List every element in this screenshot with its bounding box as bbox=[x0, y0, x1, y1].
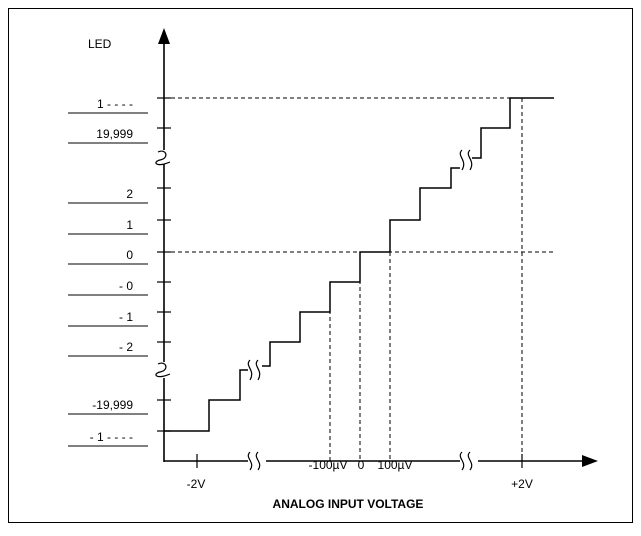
x-tick-label: -100µV bbox=[309, 458, 348, 472]
x-tick-label: -2V bbox=[187, 477, 206, 491]
x-axis-break-left bbox=[247, 451, 266, 471]
y-tick-label: 1 - - - - bbox=[97, 97, 133, 111]
staircase-lower bbox=[164, 369, 248, 432]
y-tick-label: - 2 bbox=[119, 340, 133, 354]
y-tick-labels: 1 - - - - 19,999 2 1 0 - 0 - 1 - 2 -19,9… bbox=[90, 97, 134, 444]
staircase-upper bbox=[472, 97, 554, 159]
x-axis-title: ANALOG INPUT VOLTAGE bbox=[273, 497, 424, 511]
y-tick-label: - 1 bbox=[119, 310, 133, 324]
x-axis-arrow bbox=[582, 455, 598, 467]
y-tick-label: 1 bbox=[126, 218, 133, 232]
y-axis-arrow bbox=[158, 28, 170, 44]
y-tick-label: 19,999 bbox=[96, 127, 133, 141]
chart-border bbox=[8, 8, 633, 523]
x-tick-label: 0 bbox=[358, 458, 365, 472]
y-tick-label: - 1 - - - - bbox=[90, 430, 133, 444]
y-label-underlines bbox=[68, 112, 148, 447]
x-axis-break-right bbox=[459, 451, 478, 471]
x-tick-label: 100µV bbox=[378, 458, 413, 472]
y-tick-label: - 0 bbox=[119, 279, 133, 293]
staircase-middle bbox=[262, 167, 460, 367]
y-tick-label: 0 bbox=[126, 248, 133, 262]
y-tick-label: 2 bbox=[126, 187, 133, 201]
curve-break-upper bbox=[459, 149, 473, 171]
curve-break-lower bbox=[247, 359, 261, 381]
x-tick-label: +2V bbox=[511, 477, 533, 491]
x-tick-labels: -2V -100µV 0 100µV +2V bbox=[187, 458, 533, 491]
y-axis-break-bottom bbox=[155, 362, 171, 378]
y-axis-break-top bbox=[155, 150, 171, 166]
y-tick-label: -19,999 bbox=[92, 398, 133, 412]
y-axis-title: LED bbox=[88, 37, 112, 51]
